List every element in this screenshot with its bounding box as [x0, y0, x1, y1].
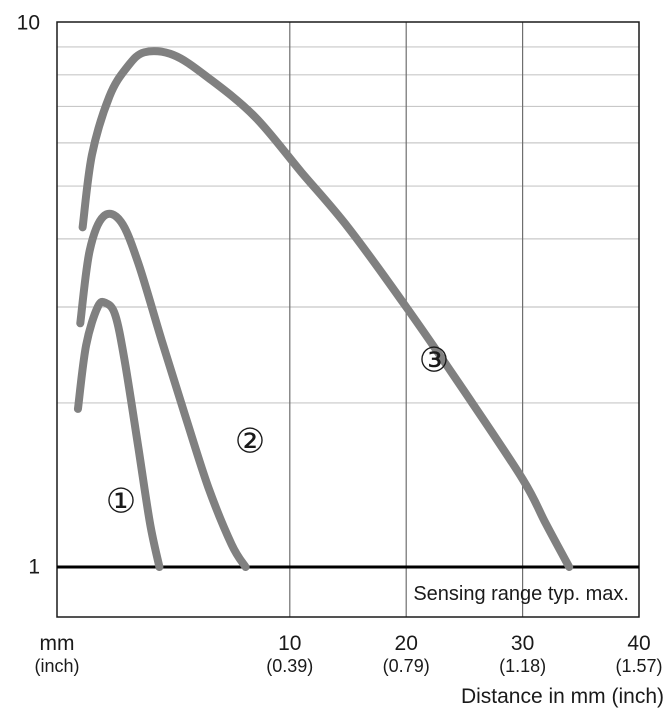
x-tick-sub-label: (0.39): [266, 656, 313, 676]
x-tick-label: 20: [395, 632, 418, 655]
series-label-2: ②: [235, 422, 265, 462]
x-tick-sub-label: (0.79): [383, 656, 430, 676]
x-tick-label: 10: [278, 632, 301, 655]
x-tick-sub-label: (1.57): [615, 656, 662, 676]
x-tick-label: 40: [627, 632, 650, 655]
sensing-range-label: Sensing range typ. max.: [413, 583, 629, 605]
series-label-1: ①: [106, 482, 136, 522]
series-line-1: [78, 302, 159, 567]
x-unit-label: mm: [40, 632, 75, 655]
tick-labels: 101mm(inch)10(0.39)20(0.79)30(1.18)40(1.…: [17, 12, 663, 676]
x-tick-label: 30: [511, 632, 534, 655]
y-tick-label: 1: [28, 556, 40, 579]
y-tick-label: 10: [17, 12, 40, 35]
series-label-3: ③: [419, 341, 449, 381]
x-unit-sub-label: (inch): [34, 656, 79, 676]
x-axis-title: Distance in mm (inch): [461, 685, 664, 708]
series-group: ① ② ③: [78, 51, 569, 567]
x-tick-sub-label: (1.18): [499, 656, 546, 676]
